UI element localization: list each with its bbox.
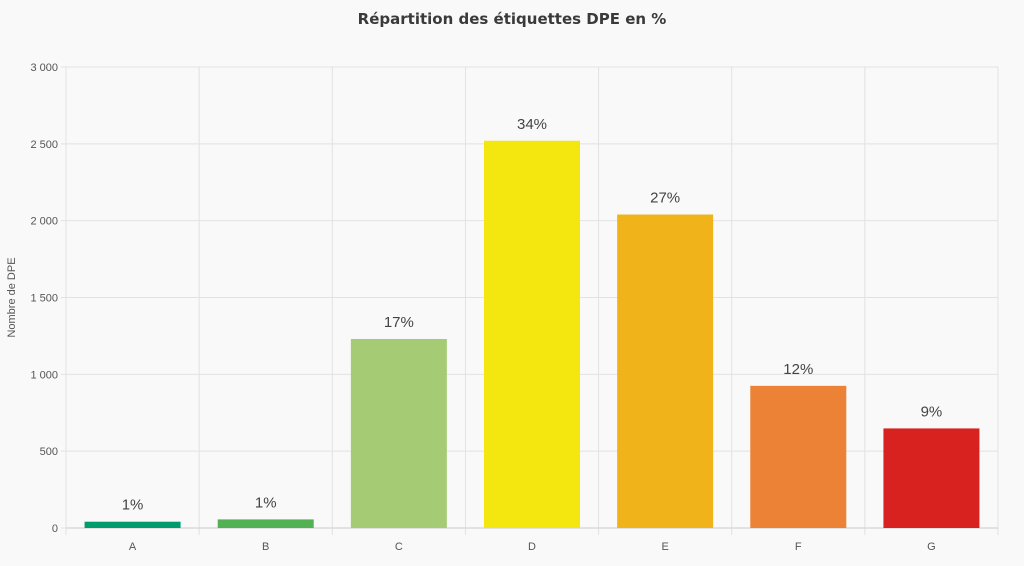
- y-axis-label: Nombre de DPE: [6, 257, 18, 337]
- x-tick-label: G: [927, 541, 936, 553]
- bar-b: [217, 519, 314, 528]
- y-tick-label: 0: [52, 523, 58, 535]
- y-tick-label: 3 000: [30, 62, 58, 74]
- bar-g: [883, 428, 980, 528]
- y-tick-label: 1 500: [30, 293, 58, 305]
- data-label: 1%: [122, 497, 144, 514]
- data-label: 12%: [783, 361, 813, 378]
- bar-c: [350, 338, 447, 528]
- x-tick-label: D: [528, 541, 536, 553]
- data-label: 27%: [650, 190, 680, 207]
- bar-e: [617, 214, 714, 528]
- y-tick-label: 2 000: [30, 216, 58, 228]
- x-tick-label: F: [795, 541, 802, 553]
- data-label: 34%: [517, 116, 547, 133]
- data-label: 1%: [255, 494, 277, 511]
- data-label: 9%: [921, 403, 943, 420]
- x-tick-label: E: [661, 541, 668, 553]
- data-label: 17%: [384, 314, 414, 331]
- x-tick-label: B: [262, 541, 269, 553]
- y-tick-label: 2 500: [30, 139, 58, 151]
- x-tick-label: A: [129, 541, 137, 553]
- bar-d: [484, 140, 580, 528]
- chart-title: Répartition des étiquettes DPE en %: [357, 10, 667, 28]
- bar-f: [750, 385, 847, 528]
- y-tick-label: 1 000: [30, 369, 58, 381]
- y-tick-label: 500: [40, 446, 58, 458]
- bar-a: [84, 521, 181, 528]
- x-tick-label: C: [395, 541, 403, 553]
